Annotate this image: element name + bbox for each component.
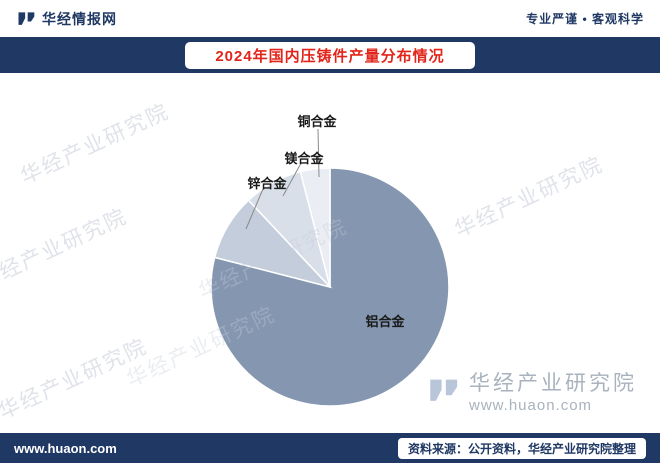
huajing-logo-icon [18, 11, 35, 25]
footer-site: www.huaon.com [14, 440, 117, 456]
leader-line-copper [317, 128, 320, 178]
magnesium-alloy-label: 镁合金 [284, 151, 324, 166]
pie-slice-3 [299, 167, 331, 288]
source-note: 资料来源：公开资料，华经产业研究院整理 [397, 437, 646, 459]
aluminum-alloy-label: 铝合金 [365, 314, 405, 329]
header-slogan: 专业严谨 • 客观科学 [526, 12, 644, 26]
footer: www.huaon.com 资料来源：公开资料，华经产业研究院整理 [0, 433, 660, 463]
brand: 华经情报网 [16, 9, 117, 29]
copper-alloy-label: 铜合金 [297, 114, 337, 129]
leader-line-zinc [245, 188, 264, 230]
header: 华经情报网 专业严谨 • 客观科学 [0, 0, 660, 37]
chart-area: 铜合金 镁合金 锌合金 铝合金 华经产业研究院 华经产业研究院 华经产业研究院 … [0, 73, 660, 433]
zinc-alloy-label: 锌合金 [247, 176, 287, 191]
page-title: 2024年国内压铸件产量分布情况 [185, 41, 475, 69]
leader-line-magnesium [282, 164, 301, 197]
pie-chart [210, 128, 450, 407]
brand-name: 华经情报网 [42, 10, 117, 27]
title-bar: 2024年国内压铸件产量分布情况 [0, 37, 660, 73]
